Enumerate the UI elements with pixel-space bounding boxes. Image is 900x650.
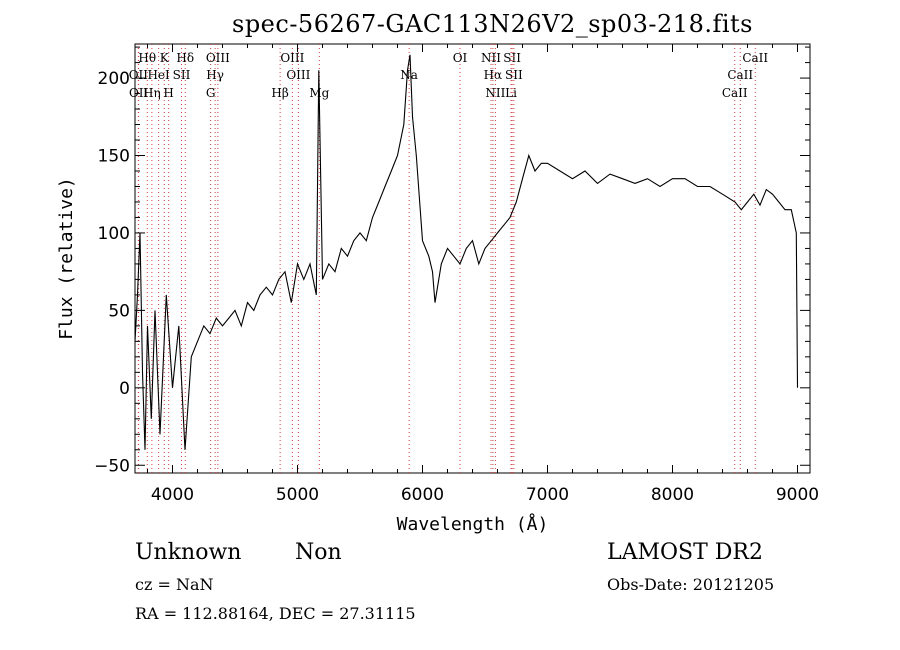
cz-value: cz = NaN xyxy=(135,575,214,594)
spectral-line-label: CaII xyxy=(727,68,753,82)
spectral-line-label: G xyxy=(206,86,216,100)
spectral-line-label: Hδ xyxy=(176,51,194,65)
spectral-line-label: H xyxy=(163,86,173,100)
spectral-line-label: OI xyxy=(453,51,468,65)
chart-title: spec-56267-GAC113N26V2_sp03-218.fits xyxy=(232,10,753,38)
spectral-line-label: CaII xyxy=(742,51,768,65)
spectral-line-label: OIII xyxy=(280,51,304,65)
x-axis-label: Wavelength (Å) xyxy=(397,513,549,535)
object-subclass: Non xyxy=(295,540,342,565)
y-tick-label: 50 xyxy=(108,301,130,321)
x-tick-label: 5000 xyxy=(276,485,319,505)
x-tick-label: 4000 xyxy=(151,485,194,505)
spectral-line-label: Li xyxy=(505,86,517,100)
obs-date: Obs-Date: 20121205 xyxy=(607,575,775,594)
survey-label: LAMOST DR2 xyxy=(607,540,763,565)
x-tick-label: 7000 xyxy=(526,485,569,505)
spectral-line-label: SII xyxy=(503,51,521,65)
y-tick-label: 200 xyxy=(98,69,130,89)
spectral-line-label: SII xyxy=(505,68,523,82)
spectral-line-label: Hη xyxy=(143,86,161,100)
spectral-line-label: SII xyxy=(173,68,191,82)
spectral-line-label: Hθ xyxy=(138,51,156,65)
y-tick-label: 150 xyxy=(98,147,130,167)
spectral-line-label: CaII xyxy=(722,86,748,100)
x-tick-label: 9000 xyxy=(776,485,819,505)
y-tick-label: −50 xyxy=(94,456,130,476)
y-tick-label: 100 xyxy=(98,224,130,244)
spectral-line-label: Hα xyxy=(484,68,503,82)
ra-dec: RA = 112.88164, DEC = 27.31115 xyxy=(135,604,416,623)
spectral-line-label: NII xyxy=(485,86,505,100)
spectral-line-label: K xyxy=(160,51,170,65)
spectral-line-label: HeI xyxy=(147,68,170,82)
plot-frame xyxy=(134,43,811,474)
spectral-line-label: NII xyxy=(481,51,501,65)
object-class: Unknown xyxy=(135,540,242,565)
y-axis-label: Flux (relative) xyxy=(56,177,77,340)
spectral-line-label: Na xyxy=(400,68,418,82)
spectral-line-label: Hβ xyxy=(271,86,288,100)
y-tick-label: 0 xyxy=(119,379,130,399)
x-tick-label: 8000 xyxy=(651,485,694,505)
spectral-line-label: OIII xyxy=(206,51,230,65)
spectral-line-label: OII xyxy=(129,86,149,100)
spectral-line-label: OIII xyxy=(286,68,310,82)
spectrum-line xyxy=(135,54,799,450)
spectral-line-label: Hγ xyxy=(206,68,224,82)
spectral-line-label: OII xyxy=(129,68,149,82)
x-tick-label: 6000 xyxy=(401,485,444,505)
